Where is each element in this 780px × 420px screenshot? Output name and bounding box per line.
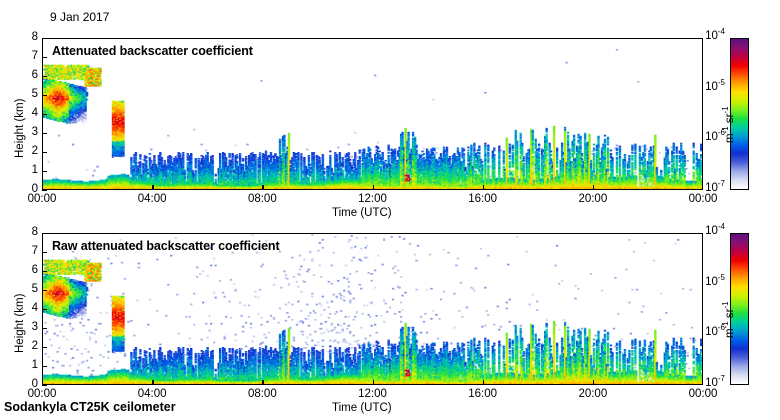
ytick-mark-1-5: [42, 290, 47, 292]
ytick-label-0-3: 3: [31, 126, 38, 138]
ytick-mark-1-6: [42, 271, 47, 273]
top-colorbar: [730, 38, 749, 190]
colorbar-tick-0--4: 10-4: [705, 27, 725, 42]
colorbar-tick-0--5: 10-5: [705, 77, 725, 93]
bottom-panel-heatmap: [43, 234, 702, 384]
xtick-mark-0-3: [372, 185, 374, 190]
top-panel-title: Attenuated backscatter coefficient: [52, 44, 253, 58]
xtick-label-1-1: 04:00: [137, 388, 167, 400]
cb-unit-bottom: m-1 sr-1: [721, 301, 736, 338]
xtick-label-1-3: 12:00: [358, 388, 387, 400]
xtick-mark-1-3: [372, 380, 374, 385]
top-panel-xlabel: Time (UTC): [332, 207, 392, 219]
ytick-label-0-7: 7: [31, 50, 38, 62]
top-colorbar-gradient: [731, 39, 748, 189]
ytick-mark-0-6: [42, 76, 47, 78]
xtick-label-1-5: 20:00: [578, 388, 608, 400]
date-label: 9 Jan 2017: [50, 10, 110, 24]
ytick-label-0-1: 1: [31, 164, 38, 176]
xtick-mark-0-1: [152, 185, 154, 190]
ytick-mark-0-7: [42, 57, 47, 59]
xtick-label-1-0: 00:00: [27, 388, 57, 400]
xtick-mark-1-1: [152, 380, 154, 385]
ytick-label-1-2: 2: [31, 340, 38, 352]
top-colorbar-label: m-1 sr-1: [721, 106, 736, 143]
xtick-label-1-4: 16:00: [468, 388, 498, 400]
ytick-mark-0-1: [42, 171, 47, 173]
ytick-mark-1-0: [42, 385, 47, 387]
ytick-mark-0-4: [42, 114, 47, 116]
ytick-label-0-6: 6: [31, 69, 38, 81]
xtick-mark-0-2: [262, 185, 264, 190]
ytick-mark-0-5: [42, 95, 47, 97]
xtick-label-0-0: 00:00: [27, 193, 57, 205]
cb-unit-top: m-1 sr-1: [721, 106, 736, 143]
xtick-label-0-4: 16:00: [468, 193, 498, 205]
instrument-footer: Sodankyla CT25K ceilometer: [4, 400, 176, 414]
xtick-label-0-5: 20:00: [578, 193, 608, 205]
top-panel-heatmap: [43, 39, 702, 189]
colorbar-tick-1--6: 10-6: [705, 323, 725, 339]
ytick-mark-1-2: [42, 347, 47, 349]
ytick-label-1-4: 4: [31, 302, 38, 314]
xtick-label-0-1: 04:00: [137, 193, 167, 205]
colorbar-tick-1--7: 10-7: [705, 374, 725, 389]
ytick-mark-1-4: [42, 309, 47, 311]
xtick-label-0-2: 08:00: [247, 193, 277, 205]
ytick-label-1-1: 1: [31, 359, 38, 371]
ytick-label-0-2: 2: [31, 145, 38, 157]
ytick-mark-0-0: [42, 190, 47, 192]
bottom-panel-xlabel: Time (UTC): [332, 402, 392, 414]
colorbar-tick-1--4: 10-4: [705, 222, 725, 237]
ytick-label-0-4: 4: [31, 107, 38, 119]
xtick-label-1-2: 08:00: [247, 388, 277, 400]
ytick-label-0-5: 5: [31, 88, 38, 100]
ytick-label-1-6: 6: [31, 264, 38, 276]
ytick-mark-1-8: [42, 233, 47, 235]
ytick-label-1-7: 7: [31, 245, 38, 257]
colorbar-tick-0--6: 10-6: [705, 128, 725, 144]
bottom-colorbar: [730, 233, 749, 385]
bottom-colorbar-label: m-1 sr-1: [721, 301, 736, 338]
ytick-mark-0-3: [42, 133, 47, 135]
ytick-label-0-8: 8: [31, 31, 38, 43]
ytick-mark-0-2: [42, 152, 47, 154]
ytick-mark-0-8: [42, 38, 47, 40]
ytick-label-1-8: 8: [31, 226, 38, 238]
bottom-panel-title: Raw attenuated backscatter coefficient: [52, 239, 280, 253]
colorbar-tick-1--5: 10-5: [705, 272, 725, 288]
xtick-mark-0-5: [592, 185, 595, 190]
xtick-mark-1-4: [482, 380, 485, 385]
xtick-mark-1-2: [262, 380, 264, 385]
ytick-mark-1-1: [42, 366, 47, 368]
xtick-label-0-6: 00:00: [688, 193, 718, 205]
colorbar-tick-0--7: 10-7: [705, 179, 725, 194]
xtick-mark-0-4: [482, 185, 485, 190]
ytick-label-1-3: 3: [31, 321, 38, 333]
ytick-mark-1-3: [42, 328, 47, 330]
top-panel-plot-area: [42, 38, 703, 190]
xtick-mark-1-5: [592, 380, 595, 385]
ytick-mark-1-7: [42, 252, 47, 254]
xtick-label-0-3: 12:00: [358, 193, 387, 205]
bottom-colorbar-gradient: [731, 234, 748, 384]
ytick-label-1-5: 5: [31, 283, 38, 295]
xtick-label-1-6: 00:00: [688, 388, 718, 400]
bottom-panel-plot-area: [42, 233, 703, 385]
ytick-label-1-0: 0: [31, 378, 38, 390]
ytick-label-0-0: 0: [31, 183, 38, 195]
